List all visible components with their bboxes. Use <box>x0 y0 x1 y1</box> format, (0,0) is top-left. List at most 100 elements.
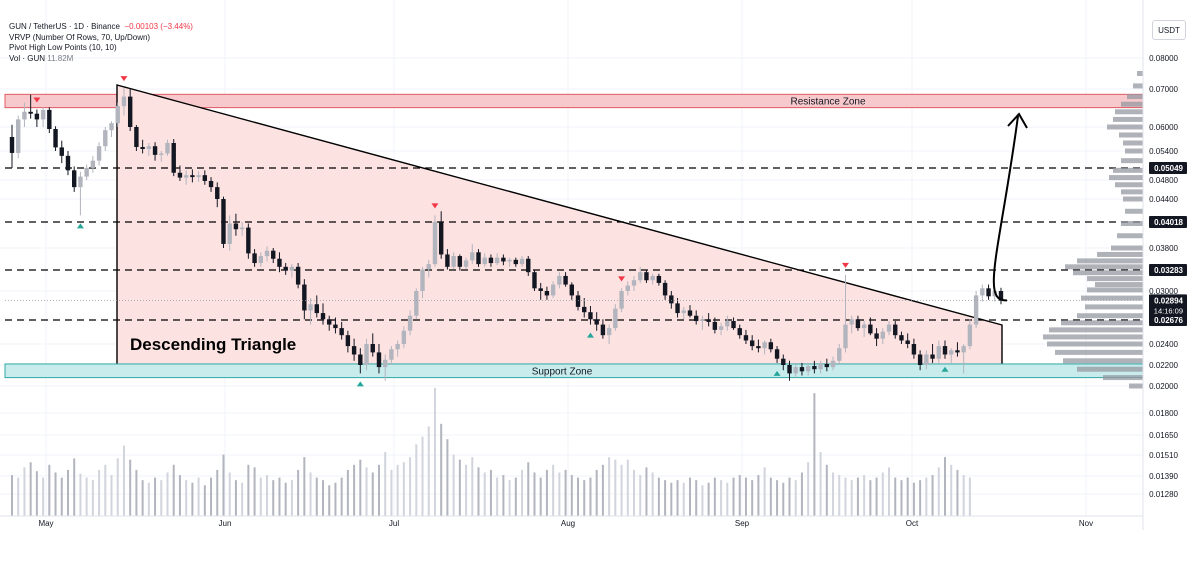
candle-body <box>78 176 83 188</box>
candle-body <box>613 308 618 329</box>
volume-bar <box>29 462 32 516</box>
candle-body <box>463 260 469 267</box>
vrvp-row <box>1081 295 1143 301</box>
volume-bar <box>838 475 841 516</box>
candle-body <box>855 319 861 329</box>
candle-body <box>407 315 413 331</box>
price-axis-panel[interactable] <box>1143 0 1200 572</box>
projection-arrowhead <box>1007 112 1028 129</box>
volume-bar <box>185 480 188 516</box>
candle-body <box>513 259 519 265</box>
candle-body <box>718 326 724 330</box>
candle-body <box>258 256 263 264</box>
candle-body <box>731 321 736 329</box>
candle-body <box>90 160 96 168</box>
volume-bar <box>944 457 946 516</box>
volume-bar <box>241 482 244 516</box>
candle-body <box>986 288 991 297</box>
chart-legend: GUN / TetherUS · 1D · Binance −0.00103 (… <box>9 22 193 64</box>
candle-body <box>389 349 394 360</box>
volume-label: Vol · GUN <box>9 53 46 63</box>
candle-body <box>861 324 867 329</box>
legend-symbol-line[interactable]: GUN / TetherUS · 1D · Binance −0.00103 (… <box>9 22 193 33</box>
pivot-high-marker <box>120 76 128 82</box>
candle-body <box>171 143 176 173</box>
volume-bar <box>141 480 144 516</box>
pivot-high-marker <box>33 97 41 103</box>
candle-body <box>905 340 910 344</box>
volume-bar <box>284 482 287 516</box>
last-price-badge <box>1149 294 1187 317</box>
candle-body <box>146 146 152 149</box>
volume-bar <box>657 477 660 516</box>
volume-bar <box>720 480 723 516</box>
candle-body <box>215 187 220 199</box>
pivot-low-marker <box>76 223 84 229</box>
volume-bar <box>191 482 194 516</box>
candle-body <box>799 367 805 372</box>
legend-vrvp[interactable]: VRVP (Number Of Rows, 70, Up/Down) <box>9 32 151 42</box>
volume-bar <box>228 472 231 516</box>
candle-body <box>812 366 817 370</box>
volume-bar <box>23 467 26 516</box>
legend-pivot[interactable]: Pivot High Low Points (10, 10) <box>9 43 117 52</box>
volume-bar <box>788 477 791 516</box>
volume-bar <box>328 485 331 516</box>
vrvp-row <box>1137 71 1143 76</box>
candle-body <box>687 310 693 316</box>
candle-body <box>470 252 475 261</box>
candle-body <box>72 170 77 188</box>
candle-body <box>631 280 637 286</box>
pivot-high-marker <box>618 276 626 282</box>
candle-body <box>494 257 500 264</box>
candles[interactable] <box>9 88 1004 381</box>
vrvp-row <box>1085 304 1143 310</box>
candle-body <box>526 258 531 273</box>
candle-body <box>9 137 15 153</box>
legend-volume[interactable]: Vol · GUN 11.82M <box>9 54 193 65</box>
vrvp-row <box>1127 94 1143 100</box>
volume-bar <box>533 472 536 516</box>
volume-bar <box>800 472 803 516</box>
volume-bar <box>552 464 555 516</box>
price-tick-label: 0.02200 <box>1149 361 1178 370</box>
vrvp-row <box>1119 132 1143 138</box>
candle-body <box>582 306 587 313</box>
candle-body <box>165 143 170 154</box>
vrvp-row <box>1077 258 1143 264</box>
candle-body <box>924 354 929 365</box>
price-tick-label: 0.02400 <box>1149 340 1178 349</box>
level-badge-label: 0.02676 <box>1154 316 1183 325</box>
candle-body <box>289 266 295 271</box>
currency-selector[interactable]: USDT <box>1152 20 1186 40</box>
volume-bar <box>601 464 604 516</box>
vrvp-row <box>1065 264 1143 270</box>
volume-bar <box>776 480 779 516</box>
volume-bar <box>340 477 343 516</box>
candle-body <box>893 324 898 336</box>
volume-bar <box>384 452 387 516</box>
time-tick-label: Aug <box>561 519 575 528</box>
volume-bar <box>782 482 785 516</box>
candle-body <box>115 106 120 124</box>
candle-body <box>743 335 749 341</box>
volume-bar <box>452 454 455 516</box>
candle-body <box>880 331 885 339</box>
volume-bar <box>377 464 380 516</box>
volume-bar <box>875 477 878 516</box>
volume-bar <box>278 477 281 516</box>
candle-body <box>183 175 189 178</box>
candle-body <box>575 295 581 307</box>
candle-body <box>625 285 630 291</box>
volume-bar <box>303 457 306 516</box>
candle-body <box>849 319 854 325</box>
candle-body <box>84 167 89 177</box>
volume-bar <box>577 477 580 516</box>
time-tick-label: Jul <box>389 519 399 528</box>
vrvp-row <box>1117 233 1143 239</box>
volume-bar <box>912 482 915 516</box>
volume-bar <box>645 467 648 516</box>
volume-bar <box>79 473 82 516</box>
